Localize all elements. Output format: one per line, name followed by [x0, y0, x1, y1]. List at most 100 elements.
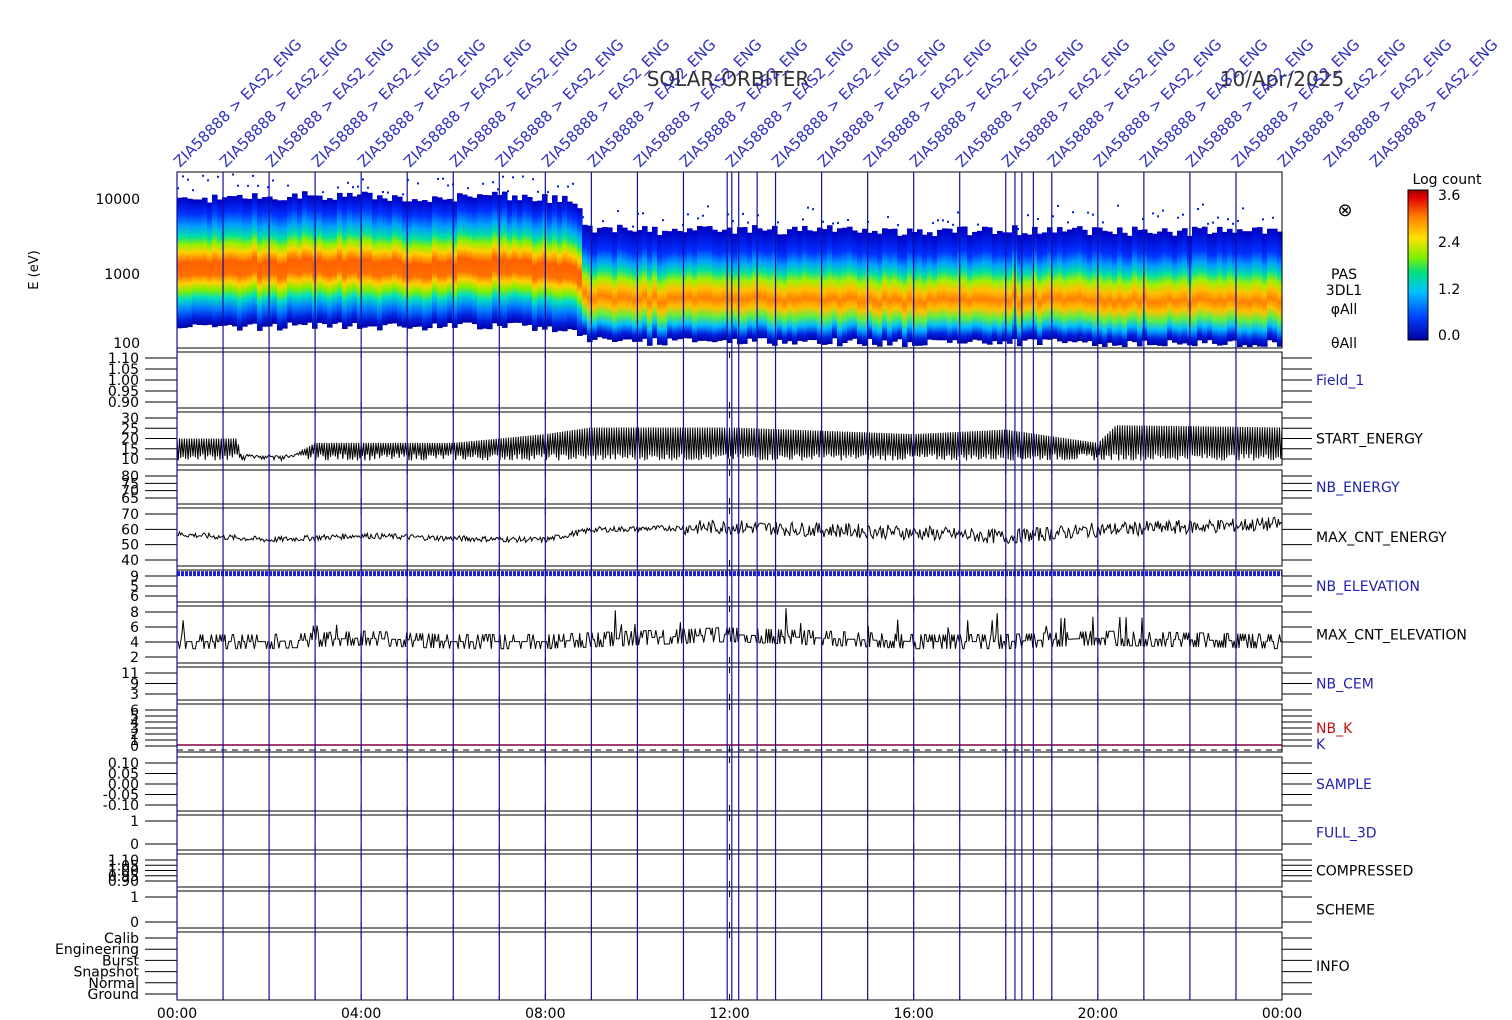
spectrogram-speckle — [442, 177, 444, 180]
spectrogram-column — [997, 230, 1003, 345]
spectrogram-column — [1127, 235, 1133, 341]
energy-tick-100: 100 — [113, 336, 140, 352]
spectrogram-column — [327, 198, 333, 328]
panel-sample: 0.100.050.00-0.05-0.10 SAMPLE — [103, 756, 1372, 814]
panel-tick-label: 8 — [130, 605, 139, 621]
spectrogram-speckle — [582, 216, 584, 219]
panel-tick-label: 0.95 — [108, 384, 139, 400]
panel-label: NB_ELEVATION — [1316, 579, 1420, 595]
spectrogram-column — [177, 197, 183, 329]
spectrogram-column — [992, 234, 998, 342]
spectrogram-speckle — [1177, 216, 1179, 219]
spectrogram-column — [1202, 226, 1208, 344]
spectrogram-speckle — [497, 188, 499, 191]
spectrogram-column — [1272, 228, 1278, 343]
spectrogram-column — [1117, 227, 1123, 346]
spectrogram-column — [1037, 233, 1043, 345]
spectrogram-column — [867, 232, 873, 339]
spectrogram-column — [1042, 232, 1048, 340]
spectrogram-column — [667, 231, 673, 339]
spectrogram-column — [1032, 226, 1038, 340]
panel-tick-label: Calib — [104, 931, 139, 947]
spectrogram-speckle — [707, 205, 709, 208]
spectrogram-column — [1172, 235, 1178, 343]
spectrogram-column — [767, 229, 773, 344]
spectrogram-speckle — [732, 220, 734, 223]
spectrogram-column — [1087, 235, 1093, 342]
spectrogram-column — [562, 195, 568, 332]
spectrogram-column — [1192, 226, 1198, 347]
spectrogram-column — [797, 231, 803, 341]
spectrogram-column — [1277, 231, 1283, 347]
time-tick-label: 12:00 — [709, 1006, 749, 1020]
spectrogram-column — [1052, 232, 1058, 339]
panel-tick-label: 0.95 — [108, 869, 139, 885]
spectrogram-column — [332, 199, 338, 324]
spectrogram-column — [987, 227, 993, 345]
spectrogram-column — [902, 234, 908, 347]
spectrogram-column — [572, 203, 578, 330]
spectrogram-column — [567, 201, 573, 330]
spectrogram-column — [487, 195, 493, 330]
time-axis: 00:00 04:00 08:00 12:00 16:00 20:00 00:00 — [157, 1006, 1302, 1020]
panel-tick-label: 1.10 — [108, 853, 139, 869]
colorbar-tick-high: 2.4 — [1438, 235, 1460, 251]
spectrogram-speckle — [847, 219, 849, 221]
spectrogram-column — [527, 197, 533, 325]
spectrogram-column — [207, 202, 213, 325]
spectrogram-speckle — [557, 185, 559, 188]
spectrogram-column — [1197, 228, 1203, 341]
spectrogram-column — [1112, 234, 1118, 346]
spectrogram-column — [787, 229, 793, 342]
spectrogram-speckle — [217, 175, 219, 178]
spectrogram-column — [947, 228, 953, 343]
spectrogram-column — [282, 200, 288, 329]
spectrogram-column — [362, 191, 368, 328]
panel-label: COMPRESSED — [1316, 864, 1413, 880]
panel-tick-label: 1.00 — [108, 373, 139, 389]
spectrogram-speckle — [257, 184, 259, 187]
panel-tick-label: 11 — [121, 666, 139, 682]
spectrogram-speckle — [177, 187, 179, 190]
spectrogram-column — [692, 230, 698, 343]
spectrogram-column — [762, 230, 768, 339]
spectrogram-column — [237, 194, 243, 331]
spectrogram-column — [407, 201, 413, 329]
spectrogram-speckle — [742, 212, 744, 215]
spectrogram-column — [727, 227, 733, 343]
spectrogram-column — [1157, 231, 1163, 346]
spectrogram-panel: E (eV) 10000 1000 100 PAS 3DL1 φAll θAll… — [27, 171, 1362, 352]
spectrogram-column — [1142, 229, 1148, 341]
spectrogram-column — [632, 231, 638, 342]
spectrogram-column — [352, 196, 358, 323]
spectrogram-column — [1062, 231, 1068, 344]
spectrogram-speckle — [1217, 216, 1219, 219]
time-tick-label: 00:00 — [157, 1006, 197, 1020]
series-max-cnt-energy — [176, 516, 1283, 545]
panel-tick-label: -0.05 — [103, 788, 139, 804]
spectrogram-speckle — [512, 176, 514, 179]
spectrogram-speckle — [897, 224, 899, 227]
spectrogram-speckle — [777, 221, 779, 224]
spectrogram-column — [717, 231, 723, 341]
spectrogram-column — [367, 192, 373, 327]
spectrogram-column — [387, 200, 393, 324]
spectrogram-speckle — [702, 214, 704, 217]
spectrogram-column — [1182, 228, 1188, 344]
spectrogram-column — [452, 201, 458, 328]
spectrogram-speckle — [567, 185, 569, 188]
spectrogram-speckle — [1272, 216, 1274, 219]
panel-label: FULL_3D — [1316, 826, 1377, 842]
spectrogram-column — [272, 199, 278, 324]
spectrogram-speckle — [532, 178, 534, 181]
spectrogram-speckle — [247, 184, 249, 187]
spectrogram-column — [217, 199, 223, 326]
spectrogram-speckle — [467, 187, 469, 190]
spectrogram-column — [502, 191, 508, 328]
spectrogram-speckle — [572, 182, 574, 185]
spectrogram-column — [1132, 226, 1138, 343]
spectrogram-column — [267, 196, 273, 327]
spectrogram-column — [247, 198, 253, 325]
spectrogram-column — [187, 198, 193, 328]
spectrogram-column — [942, 228, 948, 341]
